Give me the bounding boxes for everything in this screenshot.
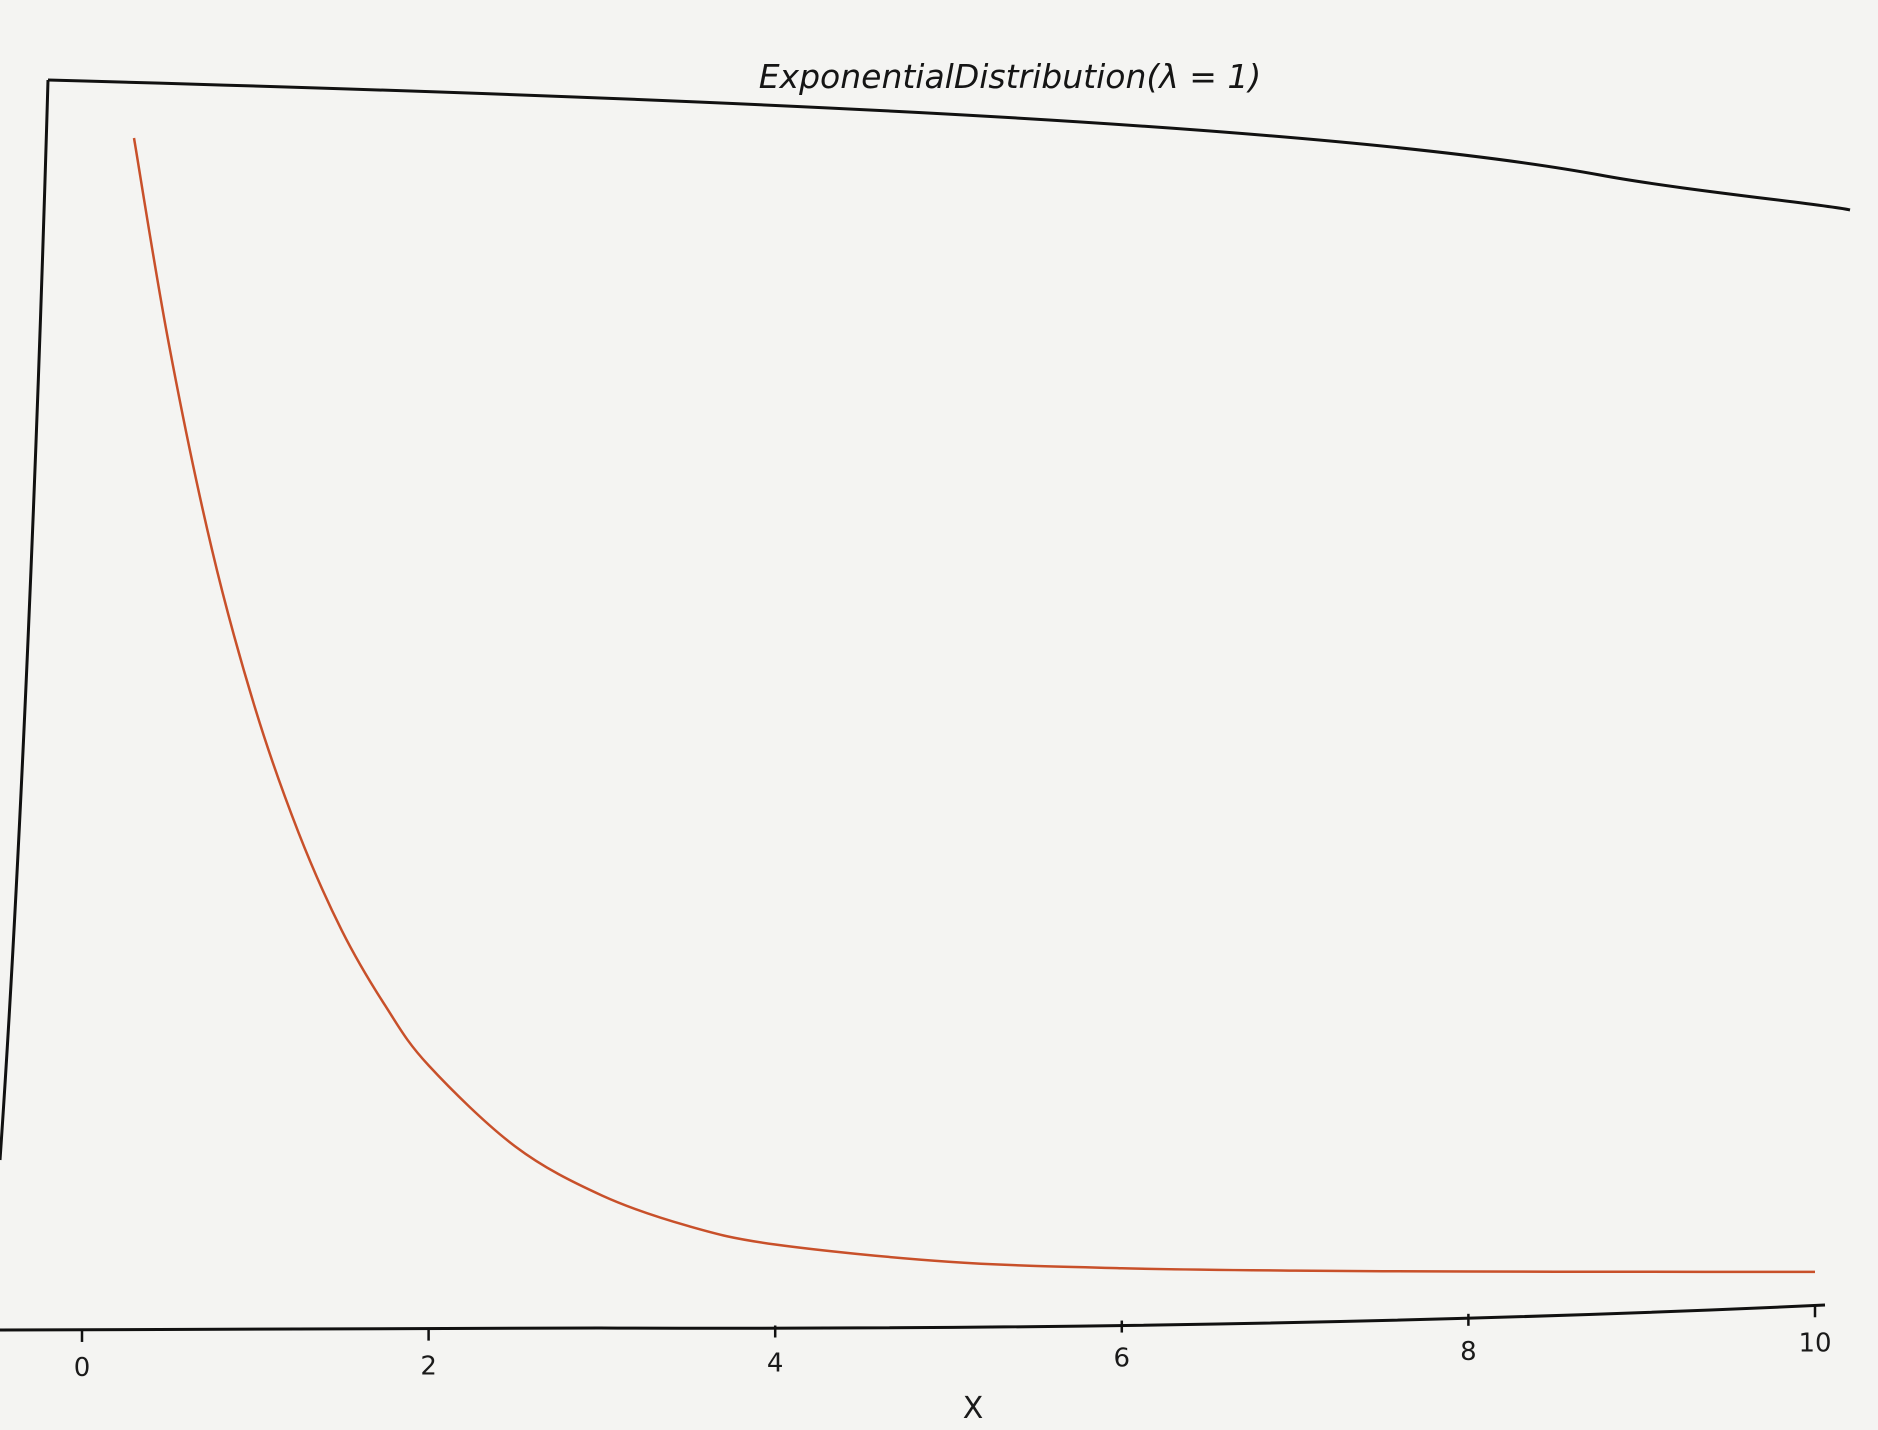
x-tick-label: 10 — [1798, 1328, 1831, 1358]
x-tick-label: 2 — [420, 1352, 437, 1382]
x-tick-label: 4 — [767, 1348, 784, 1378]
plot-frame-left-spine — [0, 79, 50, 1161]
series-layer — [132, 137, 1816, 1274]
chart-title: ExponentialDistribution(λ = 1) — [759, 57, 1262, 96]
plot-frame-top-spine — [47, 78, 1851, 212]
x-axis-spine — [0, 1303, 1826, 1332]
pdf-curve-line — [132, 137, 1816, 1274]
x-tick-label: 8 — [1460, 1337, 1477, 1367]
x-tick-label: 6 — [1114, 1344, 1131, 1374]
plot-frame — [0, 78, 1851, 1332]
x-tick-label: 0 — [74, 1353, 91, 1383]
x-axis-ticks: 0 2 4 6 8 10 — [74, 1305, 1832, 1383]
x-axis-label: X — [963, 1391, 984, 1426]
